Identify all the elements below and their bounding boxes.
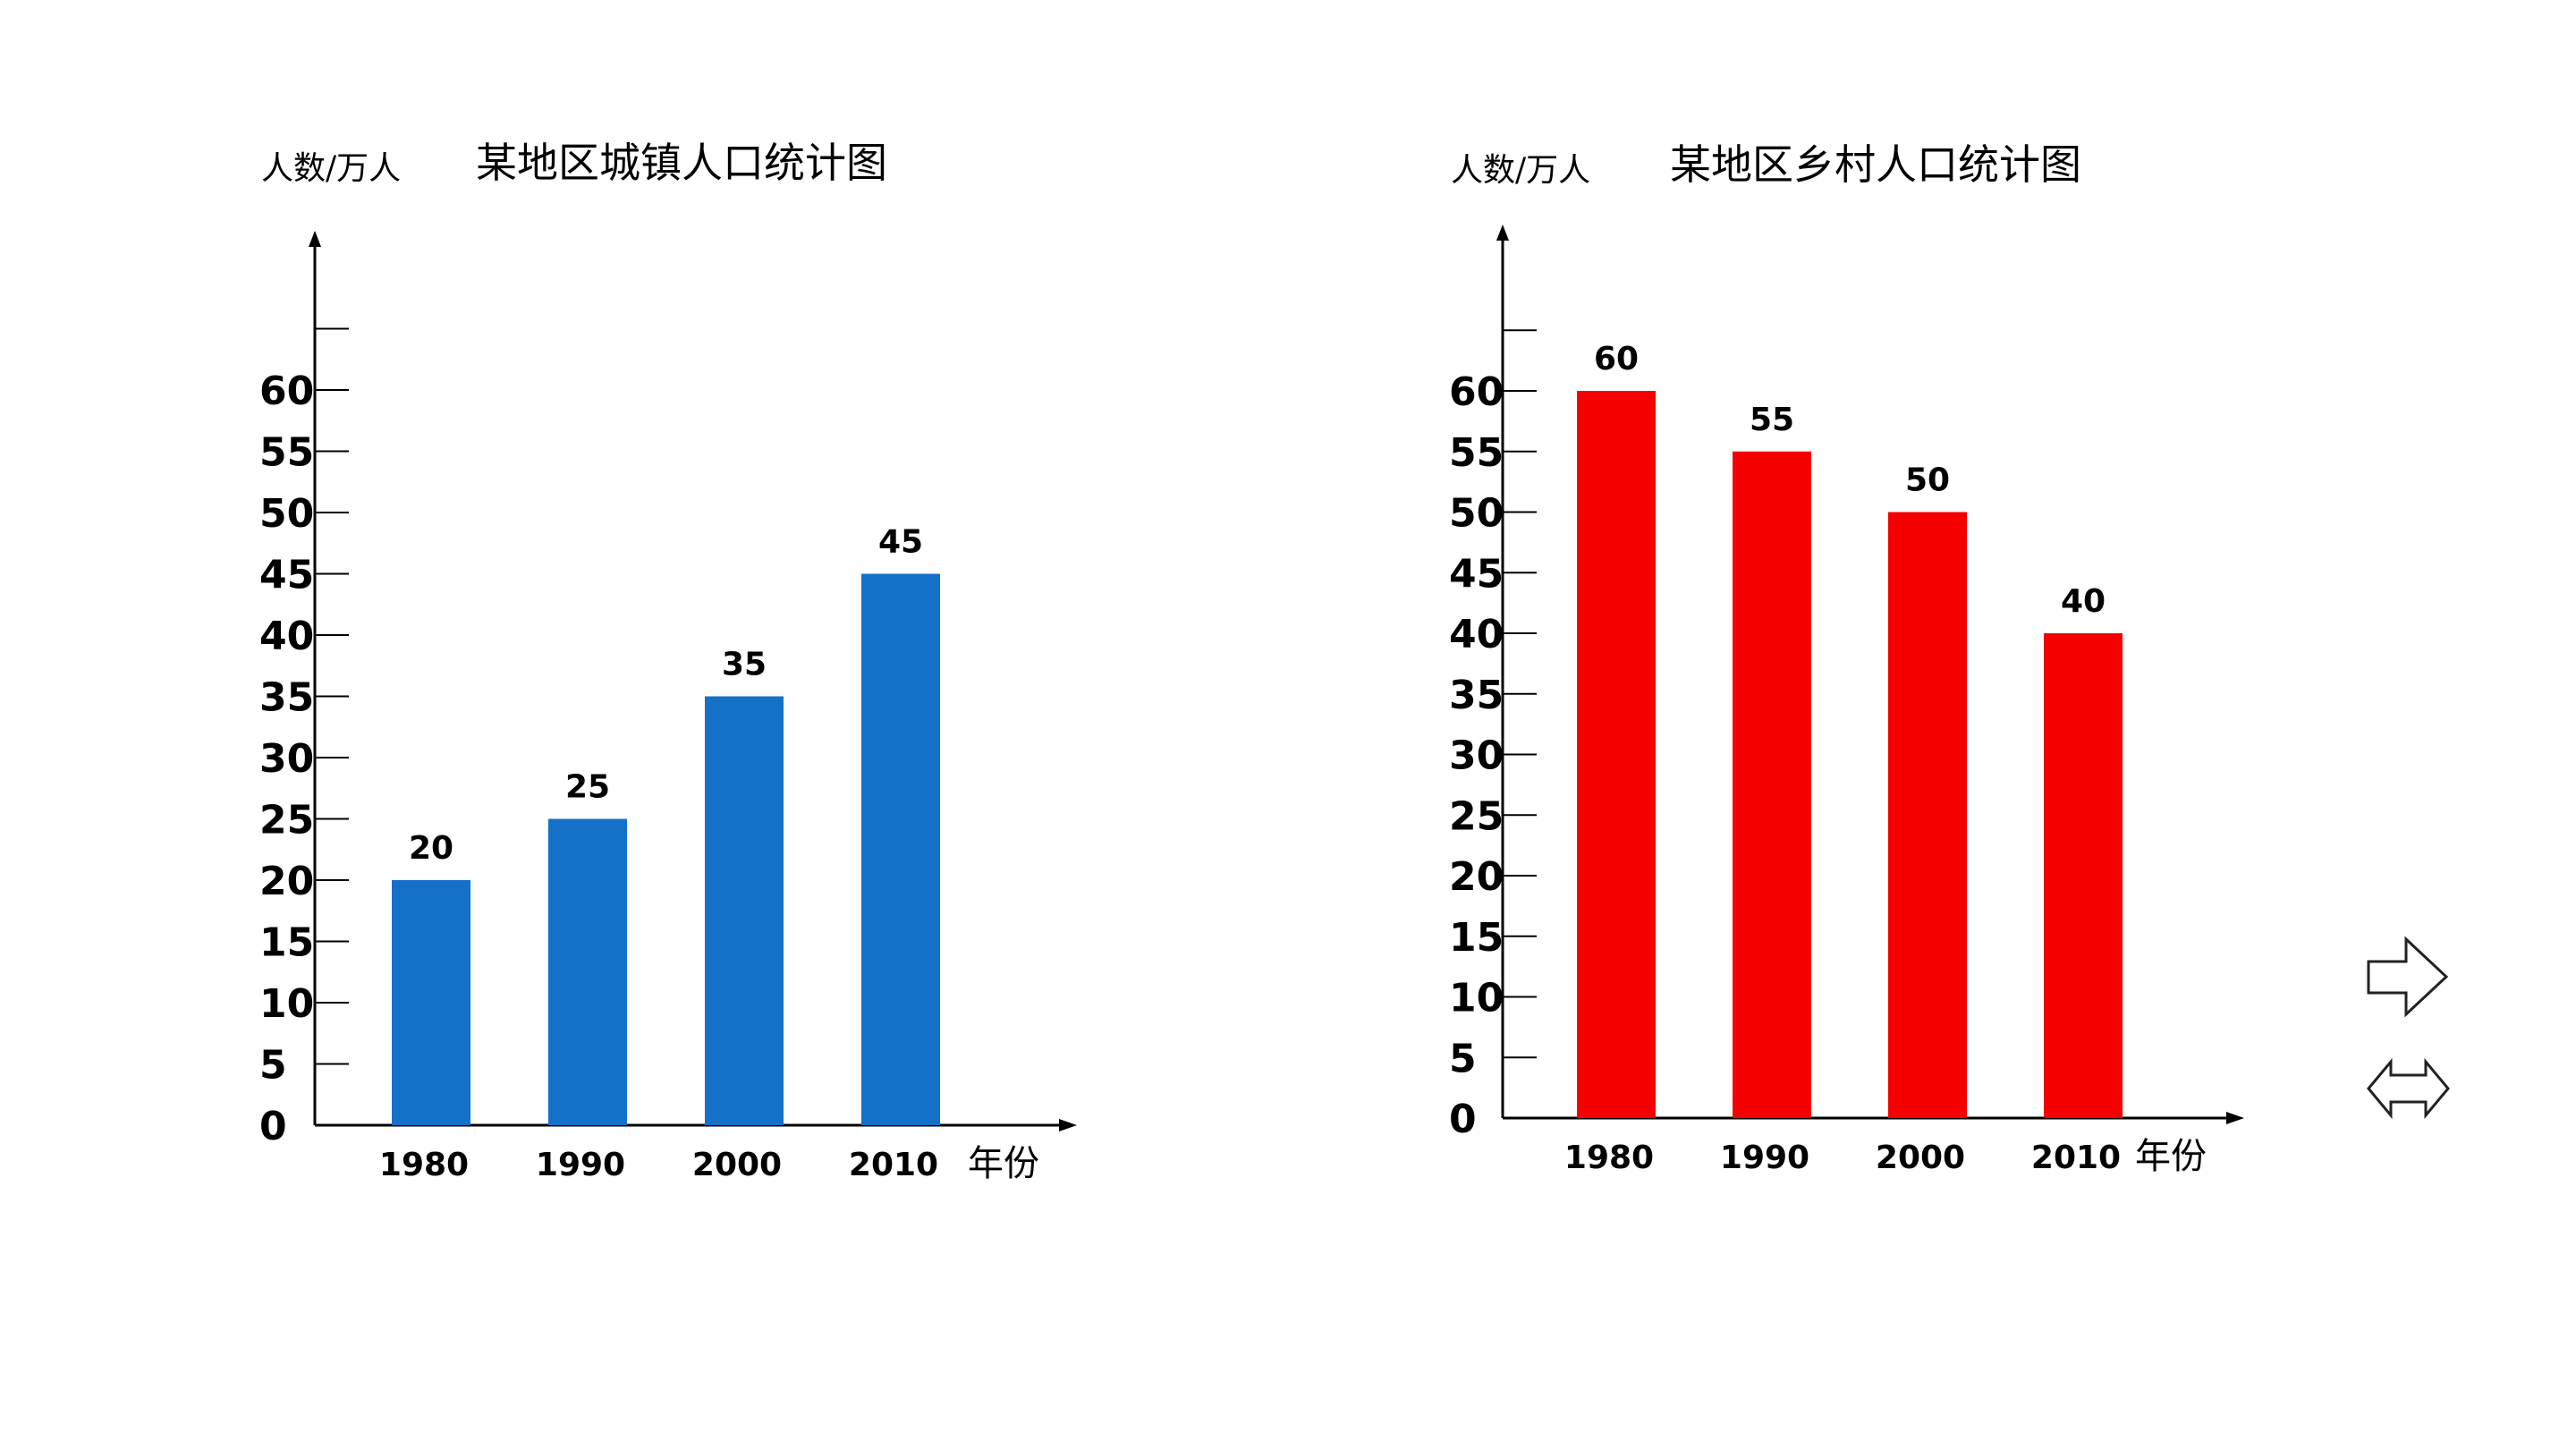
- y-tick-label: 45: [1449, 551, 1504, 597]
- data-label: 40: [2061, 583, 2106, 620]
- y-tick-label: 10: [1449, 976, 1504, 1021]
- y-tick-label: 40: [1449, 612, 1504, 657]
- data-label: 55: [1750, 402, 1794, 438]
- x-tick-label: 1980: [379, 1147, 469, 1183]
- data-label: 50: [1905, 462, 1950, 499]
- y-tick-label: 5: [1449, 1036, 1477, 1081]
- y-tick-label: 35: [259, 675, 314, 721]
- x-tick-label: 2010: [2031, 1140, 2121, 1176]
- y-tick-label: 25: [259, 798, 314, 843]
- bar-2000: [705, 696, 784, 1125]
- x-axis-arrowhead: [2226, 1112, 2244, 1124]
- y-tick-label: 0: [259, 1104, 287, 1149]
- y-tick-label: 60: [1449, 369, 1504, 415]
- x-tick-label: 2010: [849, 1147, 938, 1183]
- y-tick-label: 55: [1449, 430, 1504, 476]
- y-axis-label: 人数/万人: [261, 150, 401, 187]
- y-tick-label: 0: [1449, 1097, 1477, 1142]
- data-label: 60: [1594, 341, 1639, 377]
- bar-1980: [1577, 391, 1656, 1118]
- y-tick-label: 15: [259, 920, 314, 966]
- bar-1990: [548, 818, 627, 1125]
- data-label: 35: [722, 647, 767, 683]
- y-tick-label: 20: [259, 859, 314, 904]
- y-tick-label: 60: [259, 369, 314, 414]
- y-tick-label: 15: [1449, 915, 1504, 961]
- y-axis-label: 人数/万人: [1451, 152, 1590, 189]
- data-label: 20: [409, 830, 453, 867]
- x-tick-label: 1980: [1564, 1140, 1654, 1176]
- bar-2000: [1888, 512, 1967, 1118]
- y-tick-label: 25: [1449, 793, 1504, 839]
- y-tick-label: 55: [259, 430, 314, 476]
- x-tick-label: 1990: [536, 1147, 625, 1183]
- urban-population-chart: 0 5 10 15 20 25 30 35 40 45 50 55 60 20 1980 25 1990 35 20…: [259, 139, 1077, 1184]
- y-tick-label: 35: [1449, 673, 1504, 718]
- y-tick-label: 20: [1449, 854, 1504, 900]
- chart-title: 某地区乡村人口统计图: [1670, 140, 2081, 189]
- y-axis-arrowhead: [1496, 225, 1509, 241]
- bar-2010: [861, 573, 940, 1125]
- y-tick-label: 5: [259, 1043, 287, 1089]
- double-arrow-icon[interactable]: [2367, 1057, 2450, 1120]
- x-tick-label: 2000: [1876, 1140, 1965, 1176]
- x-tick-label: 1990: [1720, 1140, 1809, 1176]
- y-tick-label: 30: [1449, 733, 1504, 779]
- x-axis-label: 年份: [968, 1143, 1039, 1184]
- y-tick-label: 30: [259, 736, 314, 782]
- y-tick-label: 40: [259, 614, 314, 659]
- bar-1990: [1733, 451, 1811, 1118]
- y-tick-label: 50: [259, 491, 314, 537]
- bar-2010: [2044, 633, 2123, 1118]
- x-axis-label: 年份: [2135, 1136, 2207, 1177]
- data-label: 25: [565, 769, 610, 806]
- next-arrow-icon[interactable]: [2367, 936, 2449, 1018]
- data-label: 45: [878, 524, 923, 561]
- y-tick-label: 10: [259, 981, 314, 1027]
- chart-title: 某地区城镇人口统计图: [476, 139, 887, 187]
- x-axis-arrowhead: [1059, 1119, 1077, 1131]
- bar-1980: [392, 880, 470, 1125]
- rural-population-chart: 0 5 10 15 20 25 30 35 40 45 50 55 60 60 1980 55 1990 50 20…: [1449, 140, 2244, 1177]
- x-tick-label: 2000: [692, 1147, 782, 1183]
- y-tick-label: 45: [259, 553, 314, 598]
- y-axis-arrowhead: [309, 231, 321, 247]
- y-tick-label: 50: [1449, 491, 1504, 537]
